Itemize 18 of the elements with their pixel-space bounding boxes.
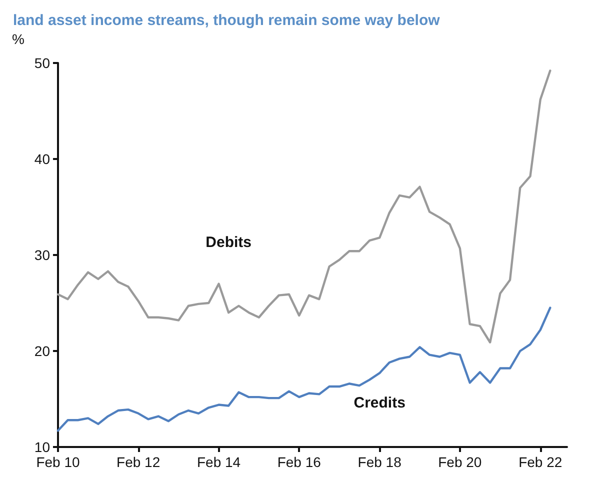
x-tick-label: Feb 20 [438,454,482,470]
text: Debits [206,234,252,252]
y-tick-label: 50 [34,55,50,71]
chart-title: land asset income streams, though remain some way below [13,12,440,29]
x-tick-label: Feb 12 [116,454,160,470]
y-axis-title: % [12,31,24,47]
x-tick-label: Feb 16 [277,454,322,470]
y-tick-label: 40 [34,151,50,167]
line-series [56,70,552,344]
series-label: Credits [354,394,406,412]
x-tick-label: Feb 10 [36,454,80,470]
x-tick-label: Feb 18 [358,454,402,470]
y-tick-label: 10 [34,439,50,455]
x-tick-label: Feb 14 [196,454,241,470]
x-tick-label: Feb 22 [518,454,562,470]
line-series [56,306,552,432]
y-tick-label: 20 [34,343,50,359]
y-tick-label: 30 [34,247,50,263]
